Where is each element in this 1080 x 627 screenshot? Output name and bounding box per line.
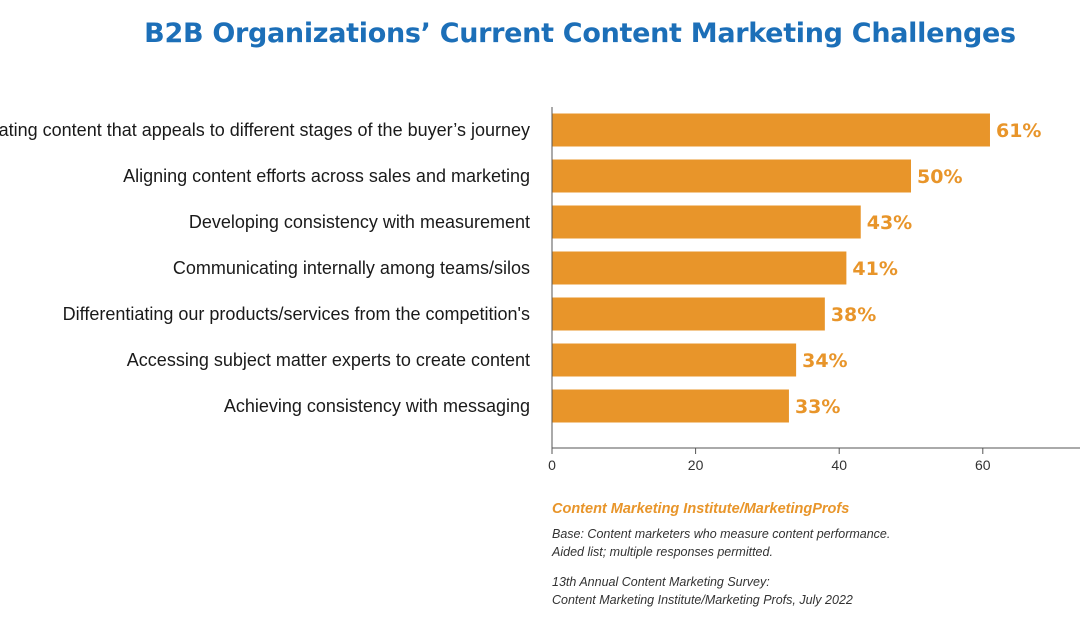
value-labels-layer: 61% 50% 43% 41% 38% 34% 33% bbox=[795, 120, 1042, 418]
value-label: 38% bbox=[831, 304, 876, 326]
base-note-line-2: Aided list; multiple responses permitted… bbox=[552, 545, 773, 559]
survey-note-line-1: 13th Annual Content Marketing Survey: bbox=[552, 575, 770, 589]
bar bbox=[552, 389, 789, 423]
bar bbox=[552, 159, 911, 193]
base-note-line-1: Base: Content marketers who measure cont… bbox=[552, 527, 891, 541]
value-label: 34% bbox=[802, 350, 847, 372]
category-label: Developing consistency with measurement bbox=[189, 212, 530, 232]
bar bbox=[552, 113, 990, 147]
source-credit: Content Marketing Institute/MarketingPro… bbox=[552, 501, 850, 517]
value-label: 61% bbox=[996, 120, 1041, 142]
category-label: Communicating internally among teams/sil… bbox=[173, 258, 530, 278]
bar bbox=[552, 251, 847, 285]
x-tick-label: 0 bbox=[548, 457, 556, 473]
category-label: Accessing subject matter experts to crea… bbox=[127, 350, 530, 370]
chart-title: B2B Organizations’ Current Content Marke… bbox=[144, 18, 1016, 49]
category-label: Achieving consistency with messaging bbox=[224, 396, 530, 416]
chart-notes: Content Marketing Institute/MarketingPro… bbox=[552, 501, 1072, 609]
bar bbox=[552, 297, 825, 331]
category-labels-layer: Creating content that appeals to differe… bbox=[0, 120, 530, 416]
x-tick-label: 60 bbox=[975, 457, 991, 473]
x-tick-label: 40 bbox=[831, 457, 847, 473]
category-label: Differentiating our products/services fr… bbox=[63, 304, 530, 324]
x-tick-label: 20 bbox=[688, 457, 704, 473]
bars-layer bbox=[552, 113, 990, 423]
value-label: 43% bbox=[867, 212, 912, 234]
value-label: 41% bbox=[852, 258, 897, 280]
axes-layer: 0 20 40 60 bbox=[548, 107, 1080, 473]
category-label: Aligning content efforts across sales an… bbox=[123, 166, 530, 186]
category-label: Creating content that appeals to differe… bbox=[0, 120, 530, 140]
survey-note-line-2: Content Marketing Institute/Marketing Pr… bbox=[552, 593, 853, 607]
value-label: 33% bbox=[795, 396, 840, 418]
bar bbox=[552, 343, 797, 377]
value-label: 50% bbox=[917, 166, 962, 188]
bar bbox=[552, 205, 861, 239]
